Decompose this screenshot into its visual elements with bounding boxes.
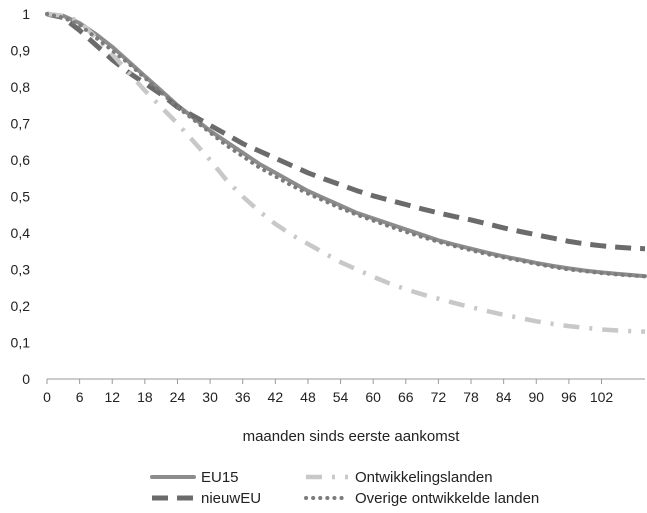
x-tick-label: 12: [104, 389, 120, 405]
y-tick-label: 0,7: [11, 116, 31, 132]
y-tick-label: 0,3: [11, 262, 31, 278]
x-tick-label: 102: [590, 389, 614, 405]
x-axis-label: maanden sinds eerste aankomst: [243, 428, 461, 445]
x-tick-label: 66: [398, 389, 414, 405]
y-tick-label: 0,6: [11, 152, 31, 168]
legend-label: EU15: [201, 469, 239, 486]
legend-item: EU15: [150, 469, 239, 486]
legend-label: Overige ontwikkelde landen: [355, 490, 539, 507]
x-tick-label: 78: [463, 389, 479, 405]
x-tick-label: 42: [268, 389, 284, 405]
y-tick-label: 0,1: [11, 335, 31, 351]
legend-label: nieuwEU: [201, 490, 261, 507]
y-tick-label: 1: [22, 6, 30, 22]
legend-item: nieuwEU: [152, 490, 261, 507]
y-tick-label: 0,8: [11, 79, 31, 95]
legend: EU15 nieuwEU Ontwikkelingslanden Overige on…: [150, 469, 539, 507]
y-tick-label: 0,9: [11, 43, 31, 59]
x-tick-label: 54: [333, 389, 349, 405]
x-tick-label: 6: [76, 389, 84, 405]
x-tick-label: 96: [561, 389, 577, 405]
y-tick-label: 0: [22, 371, 30, 387]
series-ontwikkelingslanden: [46, 11, 646, 334]
x-tick-label: 24: [170, 389, 186, 405]
x-axis-ticks: 0 6 12 18 24 30 36 42 48 54 60 66 72 78 84 90 96 102: [43, 379, 613, 405]
series-overige-ontwikkelde-landen: [45, 12, 647, 279]
series-line: [46, 11, 646, 334]
series-nieuweu: [46, 11, 646, 252]
x-tick-label: 90: [528, 389, 544, 405]
x-tick-label: 60: [365, 389, 381, 405]
x-tick-label: 18: [137, 389, 153, 405]
x-tick-label: 30: [202, 389, 218, 405]
y-axis-ticks: 0 0,1 0,2 0,3 0,4 0,5 0,6 0,7 0,8 0,9 1: [11, 6, 31, 387]
legend-item: Overige ontwikkelde landen: [304, 490, 539, 507]
series-layer: [45, 11, 647, 334]
x-tick-label: 36: [235, 389, 251, 405]
x-tick-label: 84: [496, 389, 512, 405]
y-tick-label: 0,4: [11, 225, 31, 241]
legend-label: Ontwikkelingslanden: [355, 469, 493, 486]
x-tick-label: 0: [43, 389, 51, 405]
y-tick-label: 0,5: [11, 189, 31, 205]
series-line: [46, 11, 646, 252]
y-tick-label: 0,2: [11, 298, 31, 314]
x-tick-label: 48: [300, 389, 316, 405]
x-tick-label: 72: [431, 389, 447, 405]
legend-item: Ontwikkelingslanden: [306, 469, 493, 486]
series-line: [45, 12, 647, 279]
